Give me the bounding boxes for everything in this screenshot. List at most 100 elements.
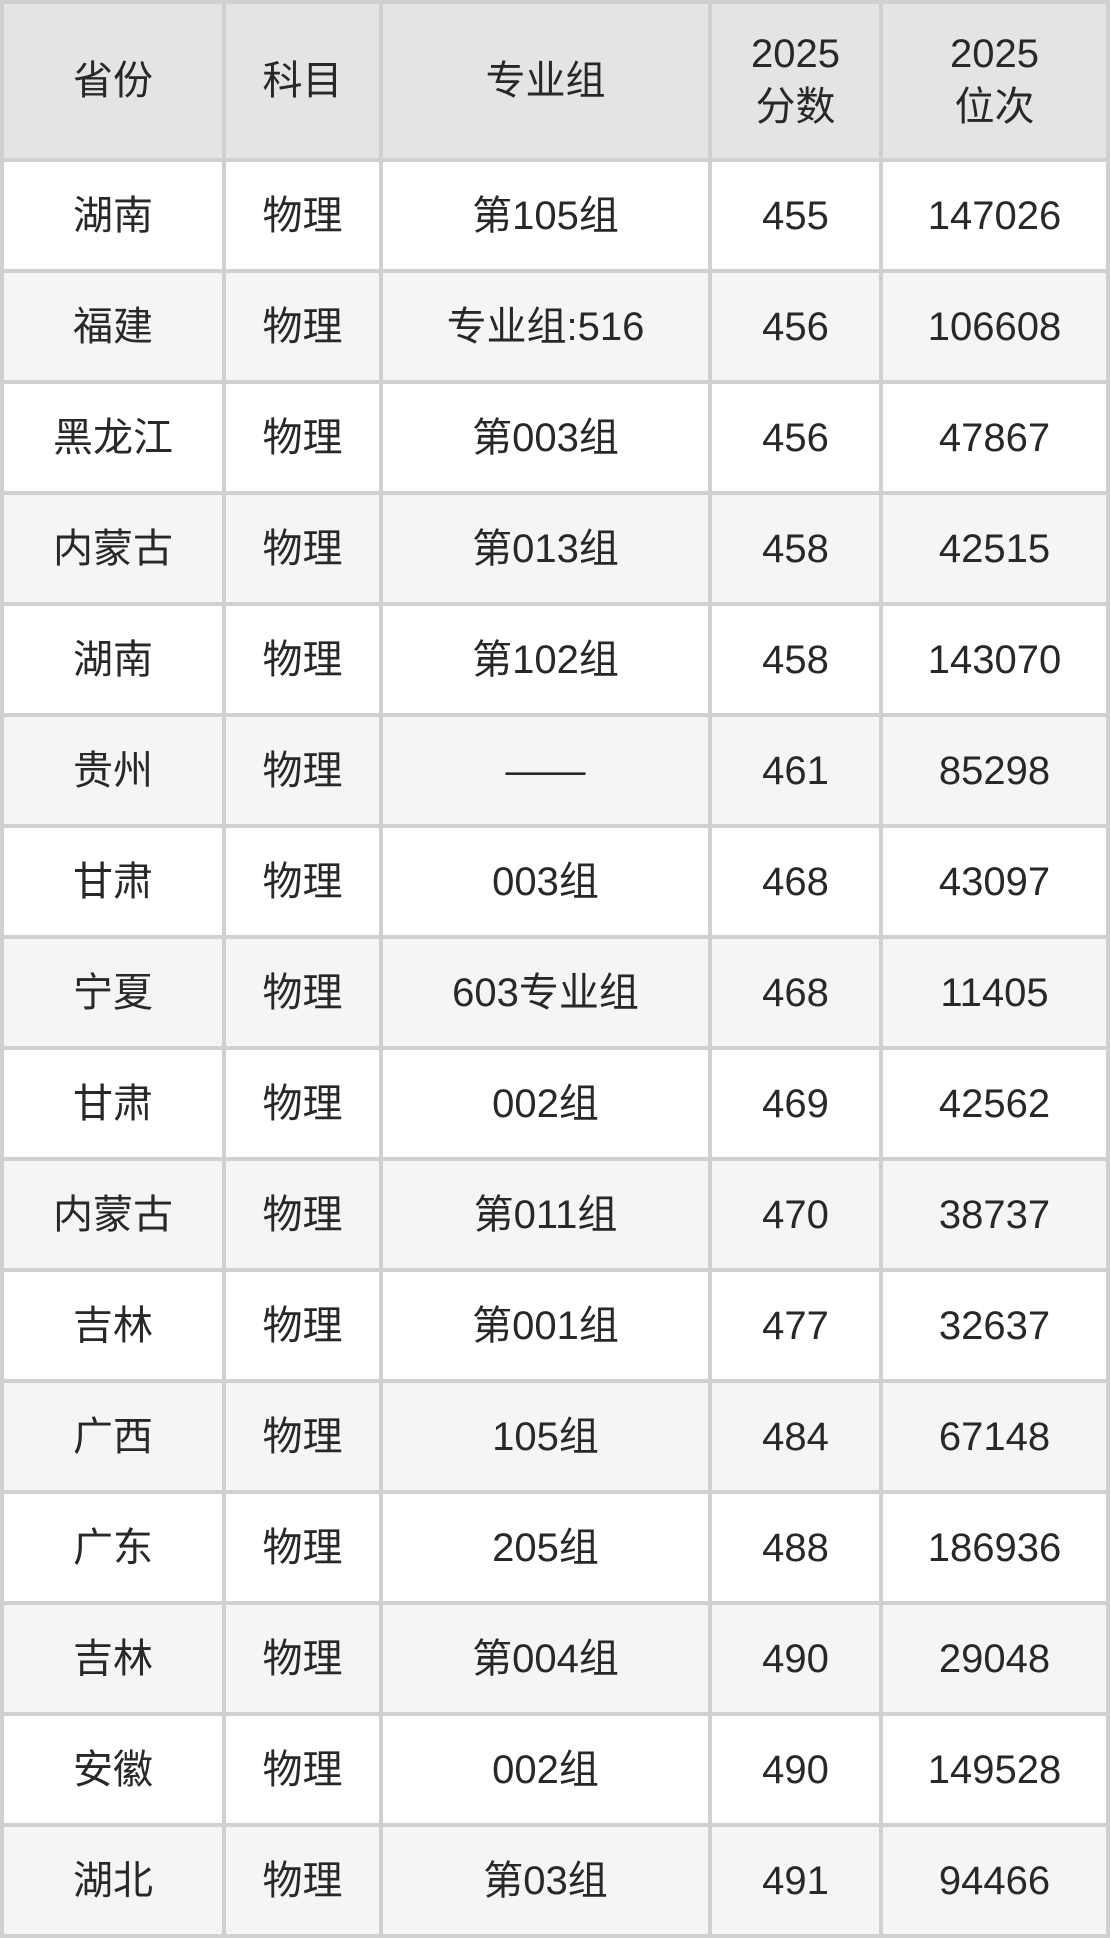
cell-province: 黑龙江 [4,384,222,491]
cell-subject: 物理 [226,828,379,935]
cell-score: 490 [712,1605,879,1712]
cell-score: 477 [712,1272,879,1379]
table-row: 贵州 物理 —— 461 85298 [4,717,1106,824]
cell-subject: 物理 [226,1827,379,1934]
cell-rank: 32637 [883,1272,1106,1379]
cell-group: 第004组 [383,1605,708,1712]
cell-subject: 物理 [226,1272,379,1379]
cell-rank: 85298 [883,717,1106,824]
table-row: 福建 物理 专业组:516 456 106608 [4,273,1106,380]
cell-rank: 29048 [883,1605,1106,1712]
table-row: 吉林 物理 第004组 490 29048 [4,1605,1106,1712]
table-row: 宁夏 物理 603专业组 468 11405 [4,939,1106,1046]
cell-group: 第011组 [383,1161,708,1268]
cell-group: 第001组 [383,1272,708,1379]
cell-province: 内蒙古 [4,495,222,602]
column-header-group: 专业组 [383,4,708,158]
cell-score: 458 [712,606,879,713]
cell-province: 广东 [4,1494,222,1601]
table-row: 甘肃 物理 003组 468 43097 [4,828,1106,935]
cell-province: 湖北 [4,1827,222,1934]
cell-group: 003组 [383,828,708,935]
table-row: 湖南 物理 第105组 455 147026 [4,162,1106,269]
cell-province: 甘肃 [4,828,222,935]
table-row: 内蒙古 物理 第011组 470 38737 [4,1161,1106,1268]
cell-score: 468 [712,939,879,1046]
cell-province: 安徽 [4,1716,222,1823]
cell-rank: 43097 [883,828,1106,935]
cell-group: 第105组 [383,162,708,269]
cell-group: 第03组 [383,1827,708,1934]
cell-rank: 143070 [883,606,1106,713]
table-row: 内蒙古 物理 第013组 458 42515 [4,495,1106,602]
cell-group: 第003组 [383,384,708,491]
cell-subject: 物理 [226,939,379,1046]
cell-rank: 11405 [883,939,1106,1046]
cell-score: 484 [712,1383,879,1490]
cell-score: 469 [712,1050,879,1157]
cell-subject: 物理 [226,1494,379,1601]
cell-group: 105组 [383,1383,708,1490]
table-row: 广东 物理 205组 488 186936 [4,1494,1106,1601]
table-header: 省份 科目 专业组 2025 分数 2025 位次 [4,4,1106,158]
cell-province: 贵州 [4,717,222,824]
cell-group: 002组 [383,1050,708,1157]
cell-score: 470 [712,1161,879,1268]
cell-score: 491 [712,1827,879,1934]
table-row: 广西 物理 105组 484 67148 [4,1383,1106,1490]
cell-subject: 物理 [226,1050,379,1157]
cell-score: 458 [712,495,879,602]
header-row: 省份 科目 专业组 2025 分数 2025 位次 [4,4,1106,158]
cell-province: 福建 [4,273,222,380]
cell-subject: 物理 [226,606,379,713]
cell-province: 广西 [4,1383,222,1490]
cell-rank: 67148 [883,1383,1106,1490]
cell-subject: 物理 [226,162,379,269]
cell-rank: 106608 [883,273,1106,380]
cell-province: 吉林 [4,1605,222,1712]
table-row: 湖北 物理 第03组 491 94466 [4,1827,1106,1934]
cell-province: 宁夏 [4,939,222,1046]
table-row: 吉林 物理 第001组 477 32637 [4,1272,1106,1379]
table-row: 甘肃 物理 002组 469 42562 [4,1050,1106,1157]
cell-subject: 物理 [226,1383,379,1490]
cell-subject: 物理 [226,273,379,380]
cell-score: 461 [712,717,879,824]
cell-group: 第102组 [383,606,708,713]
cell-group: —— [383,717,708,824]
cell-province: 湖南 [4,606,222,713]
cell-rank: 42562 [883,1050,1106,1157]
cell-score: 456 [712,384,879,491]
cell-province: 吉林 [4,1272,222,1379]
table-row: 黑龙江 物理 第003组 456 47867 [4,384,1106,491]
cell-rank: 149528 [883,1716,1106,1823]
cell-group: 专业组:516 [383,273,708,380]
cell-subject: 物理 [226,1605,379,1712]
cell-province: 内蒙古 [4,1161,222,1268]
cell-group: 205组 [383,1494,708,1601]
cell-subject: 物理 [226,1716,379,1823]
cell-group: 第013组 [383,495,708,602]
column-header-subject: 科目 [226,4,379,158]
cell-rank: 47867 [883,384,1106,491]
cell-subject: 物理 [226,384,379,491]
table-body: 湖南 物理 第105组 455 147026 福建 物理 专业组:516 456… [4,162,1106,1934]
cell-rank: 186936 [883,1494,1106,1601]
cell-score: 488 [712,1494,879,1601]
cell-rank: 94466 [883,1827,1106,1934]
cell-subject: 物理 [226,1161,379,1268]
cell-score: 455 [712,162,879,269]
cell-group: 603专业组 [383,939,708,1046]
cell-province: 湖南 [4,162,222,269]
cell-subject: 物理 [226,495,379,602]
cell-rank: 42515 [883,495,1106,602]
cell-province: 甘肃 [4,1050,222,1157]
cell-group: 002组 [383,1716,708,1823]
cell-score: 456 [712,273,879,380]
column-header-province: 省份 [4,4,222,158]
cell-score: 490 [712,1716,879,1823]
cell-rank: 147026 [883,162,1106,269]
table-row: 湖南 物理 第102组 458 143070 [4,606,1106,713]
